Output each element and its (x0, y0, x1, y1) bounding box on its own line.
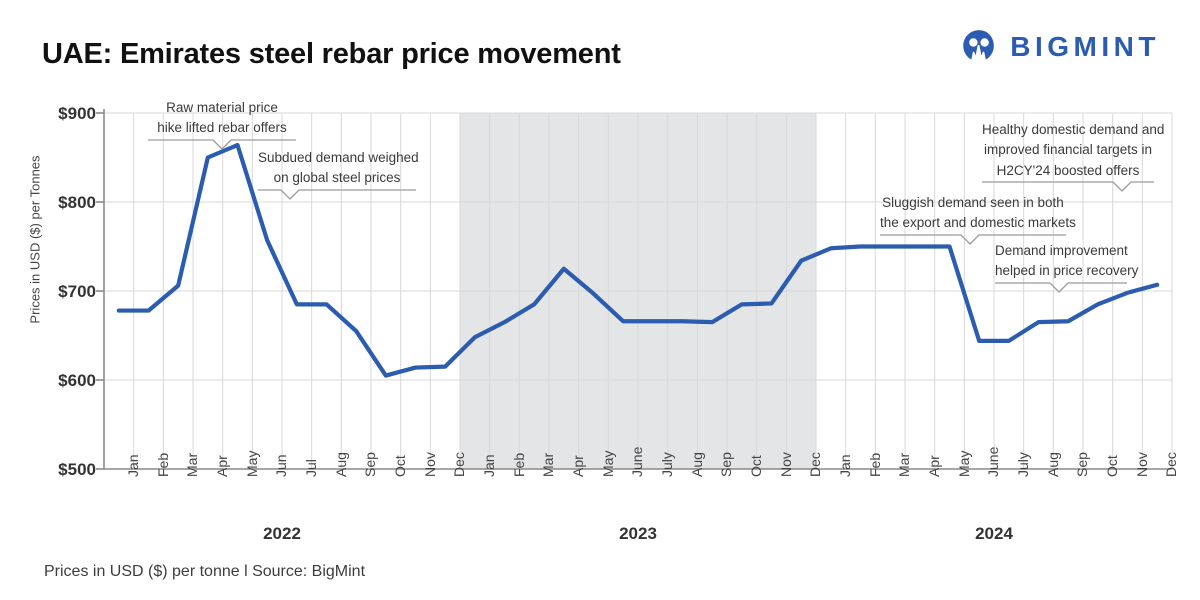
x-tick-label: Mar (184, 452, 201, 477)
x-tick-label: Apr (213, 455, 230, 477)
year-group-label: 2023 (619, 524, 657, 543)
y-axis-ticks: $900 $800 $700 $600 $500 (0, 0, 96, 600)
annotation-pointer-icon (880, 233, 1066, 245)
x-tick-label: Jan (480, 454, 497, 477)
annotation-text-line: improved financial targets in (983, 142, 1153, 158)
year-group-label: 2024 (975, 524, 1013, 543)
x-tick-label: Mar (540, 452, 557, 477)
x-tick-label: Nov (1133, 452, 1150, 477)
annotation-healthy-demand: Healthy domestic demand and improved fina… (982, 120, 1165, 193)
x-tick-label: Apr (925, 455, 942, 477)
x-tick-label: Dec (1163, 452, 1180, 477)
x-tick-label: Jan (836, 454, 853, 477)
annotation-raw-material: Raw material price hike lifted rebar offe… (148, 98, 296, 151)
x-tick-label: Oct (747, 455, 764, 477)
x-tick-label: May (955, 450, 972, 477)
annotation-text-line: H2CY'24 boosted offers (996, 162, 1140, 178)
x-tick-label: Oct (391, 455, 408, 477)
x-tick-label: Oct (1103, 455, 1120, 477)
x-tick-label: June (985, 446, 1002, 477)
x-tick-label: May (243, 450, 260, 477)
x-tick-label: Dec (451, 452, 468, 477)
x-tick-label: Nov (777, 452, 794, 477)
x-tick-label: Aug (332, 452, 349, 477)
annotation-text-line: Demand improvement (995, 243, 1128, 258)
x-tick-label: Sep (1074, 452, 1091, 477)
annotation-pointer-icon (148, 138, 296, 150)
x-tick-label: Feb (154, 452, 171, 477)
annotation-pointer-icon (982, 181, 1154, 192)
y-tick-label: $600 (58, 371, 96, 390)
x-tick-label: Mar (896, 452, 913, 477)
x-tick-label: Feb (510, 452, 527, 477)
footer-source-note: Prices in USD ($) per tonne l Source: Bi… (44, 563, 366, 580)
annotation-text-line: Subdued demand weighed (258, 150, 419, 165)
annotation-text-line: helped in price recovery (995, 263, 1139, 279)
brand-logo: BIGMINT (961, 29, 1160, 65)
x-tick-label: Nov (421, 452, 438, 477)
annotation-pointer-icon (258, 188, 416, 200)
bigmint-logo-icon (963, 30, 995, 60)
annotation-text-line: hike lifted rebar offers (157, 120, 287, 136)
year-group-label: 2022 (263, 524, 301, 543)
x-tick-label: Jun (273, 454, 290, 477)
annotation-text-line: Healthy domestic demand and (982, 122, 1165, 137)
x-tick-label: Apr (569, 455, 586, 477)
x-tick-label: Sep (718, 452, 735, 477)
annotation-text-line: Raw material price (166, 100, 278, 115)
page-title: UAE: Emirates steel rebar price movement (42, 38, 621, 70)
y-tick-label: $900 (58, 104, 96, 123)
annotation-text-line: Sluggish demand seen in both (882, 195, 1064, 210)
annotation-demand-improvement: Demand improvement helped in price recove… (995, 241, 1139, 294)
y-tick-label: $800 (58, 193, 96, 212)
x-tick-label: Jul (302, 459, 319, 477)
y-tick-label: $700 (58, 282, 96, 301)
x-tick-label: Aug (688, 452, 705, 477)
annotation-subdued-demand: Subdued demand weighed on global steel pr… (258, 148, 419, 201)
x-tick-label: Jan (124, 454, 141, 477)
y-tick-label: $500 (58, 460, 96, 479)
brand-name: BIGMINT (1010, 31, 1160, 62)
x-tick-label: Dec (807, 452, 824, 477)
x-tick-label: Feb (866, 452, 883, 477)
annotation-text-line: on global steel prices (273, 170, 401, 186)
annotation-text-line: the export and domestic markets (880, 215, 1076, 231)
x-tick-label: June (629, 446, 646, 477)
chart-header: UAE: Emirates steel rebar price movement… (0, 0, 1200, 92)
x-tick-label: Aug (1044, 452, 1061, 477)
x-tick-label: July (658, 452, 675, 477)
x-tick-label: May (599, 450, 616, 477)
x-tick-label: Sep (362, 452, 379, 477)
annotation-pointer-icon (995, 281, 1127, 293)
annotation-sluggish-demand: Sluggish demand seen in both the export a… (880, 193, 1076, 246)
x-tick-label: July (1014, 452, 1031, 477)
